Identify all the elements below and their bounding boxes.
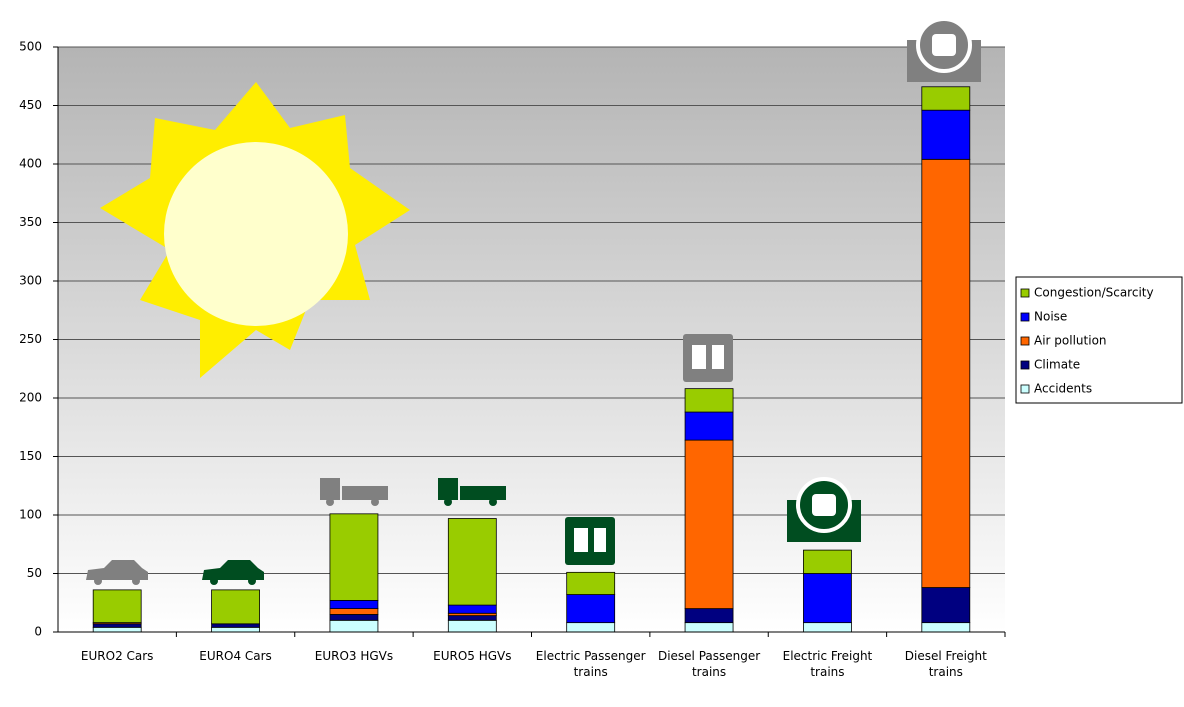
- bar-segment: [921, 158, 971, 588]
- train-sign-icon: [565, 517, 615, 565]
- y-tick-label: 200: [19, 391, 42, 405]
- y-tick-label: 500: [19, 40, 42, 54]
- legend-swatch: [1020, 288, 1030, 298]
- y-tick-label: 50: [27, 566, 42, 580]
- truck-icon: [438, 478, 506, 506]
- legend-label: Noise: [1034, 310, 1067, 324]
- y-tick-label: 100: [19, 508, 42, 522]
- legend-entries: Congestion/Scarcity Noise Air pollution Cli…: [1020, 286, 1154, 396]
- legend-swatch: [1020, 360, 1030, 370]
- y-tick-label: 0: [34, 625, 42, 639]
- bar-segment: [684, 411, 734, 441]
- legend-swatch: [1020, 336, 1030, 346]
- bar-segment: [329, 614, 379, 621]
- y-tick-label: 450: [19, 98, 42, 112]
- bar-segment: [566, 594, 616, 624]
- bar-segment: [329, 513, 379, 601]
- bar-segment: [329, 619, 379, 633]
- truck-icon: [320, 478, 388, 506]
- bar-segment: [329, 600, 379, 609]
- bar-segment: [684, 388, 734, 413]
- x-tick-label: EURO4 Cars: [199, 649, 272, 663]
- bar-segment: [92, 623, 142, 628]
- bar-segment: [921, 622, 971, 633]
- legend-swatch: [1020, 312, 1030, 322]
- legend: [1015, 276, 1183, 404]
- y-tick-label: 150: [19, 449, 42, 463]
- bar-segment: [92, 626, 142, 633]
- bar-segment: [447, 619, 497, 633]
- legend-label: Accidents: [1034, 382, 1092, 396]
- bar-segment: [92, 589, 142, 624]
- bar-segment: [921, 109, 971, 160]
- bar-segment: [684, 608, 734, 624]
- bar-segment: [803, 622, 852, 633]
- bar-segment: [684, 439, 734, 609]
- sun: [100, 82, 410, 378]
- bar-segment: [447, 518, 497, 606]
- x-tick-label: Electric Freight trains: [782, 649, 873, 679]
- bar-segment: [211, 589, 260, 625]
- bar-segment: [684, 622, 734, 633]
- bar-segment: [447, 615, 497, 621]
- sun-disc: [164, 142, 348, 326]
- legend-label: Congestion/Scarcity: [1034, 286, 1154, 300]
- train-roundel-icon: [907, 17, 981, 82]
- car-icon: [86, 560, 148, 585]
- bar-segment: [447, 604, 497, 614]
- y-tick-label: 400: [19, 157, 42, 171]
- y-tick-label: 300: [19, 274, 42, 288]
- x-tick-label: Diesel Passenger trains: [657, 649, 761, 679]
- train-roundel-icon: [787, 477, 861, 542]
- legend-label: Climate: [1034, 358, 1080, 372]
- bar-segment: [921, 587, 971, 624]
- bar-segment: [566, 622, 616, 633]
- y-tick-label: 350: [19, 215, 42, 229]
- bar-segment: [921, 86, 971, 111]
- bar-segment: [566, 571, 616, 595]
- bar-segment: [211, 626, 260, 633]
- legend-swatch: [1020, 384, 1030, 394]
- legend-label: Air pollution: [1034, 334, 1107, 348]
- y-tick-label: 250: [19, 332, 42, 346]
- bar-segment: [803, 573, 852, 624]
- x-tick-label: EURO3 HGVs: [314, 649, 394, 663]
- bar-segment: [803, 549, 852, 574]
- bars: [92, 86, 971, 633]
- car-icon: [202, 560, 264, 585]
- train-sign-icon: [683, 334, 733, 382]
- x-tick-label: Electric Passenger trains: [535, 649, 646, 679]
- icons: [86, 17, 981, 585]
- x-tick-label: EURO5 HGVs: [433, 649, 512, 663]
- bar-segment: [329, 608, 379, 615]
- bar-segment: [211, 623, 260, 628]
- x-tick-label: EURO2 Cars: [80, 649, 154, 663]
- x-tick-label: Diesel Freight trains: [904, 649, 987, 679]
